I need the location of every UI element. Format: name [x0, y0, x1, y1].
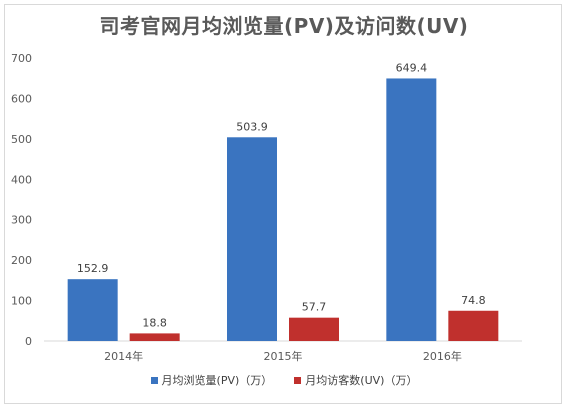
bars [67, 78, 499, 342]
y-tick-label: 700 [11, 52, 32, 65]
legend-item-uv: 月均访客数(UV)（万） [294, 372, 417, 388]
bar-pv [386, 78, 437, 342]
x-tick-label: 2016年 [423, 349, 462, 363]
y-tick-label: 400 [11, 173, 32, 186]
y-tick-label: 0 [25, 335, 32, 348]
legend: 月均浏览量(PV)（万） 月均访客数(UV)（万） [0, 372, 568, 388]
y-tick-label: 300 [11, 214, 32, 227]
x-tick-label: 2014年 [104, 349, 143, 363]
legend-label-uv: 月均访客数(UV)（万） [305, 374, 418, 387]
data-labels: 152.9 18.8 503.9 57.7 649.4 74.8 [77, 61, 486, 329]
bar-uv [448, 310, 499, 341]
y-tick-label: 200 [11, 254, 32, 267]
legend-swatch-pv [150, 376, 158, 384]
y-tick-label: 500 [11, 133, 32, 146]
legend-label-pv: 月均浏览量(PV)（万） [161, 374, 273, 387]
legend-item-pv: 月均浏览量(PV)（万） [150, 372, 273, 388]
bar-pv [227, 137, 277, 341]
y-tick-label: 100 [11, 295, 32, 308]
bar-uv [129, 333, 180, 341]
y-axis: 0 100 200 300 400 500 600 700 [11, 52, 32, 348]
data-label-uv: 18.8 [142, 316, 167, 329]
chart-title: 司考官网月均浏览量(PV)及访问数(UV) [99, 14, 469, 38]
legend-swatch-uv [294, 376, 302, 384]
x-axis: 2014年 2015年 2016年 [44, 340, 522, 363]
data-label-uv: 74.8 [461, 294, 486, 307]
data-label-uv: 57.7 [302, 301, 327, 314]
y-tick-label: 600 [11, 92, 32, 105]
data-label-pv: 649.4 [396, 61, 428, 74]
bar-uv [289, 317, 339, 341]
x-tick-label: 2015年 [264, 349, 303, 363]
bar-pv [67, 279, 118, 341]
data-label-pv: 503.9 [236, 120, 268, 133]
data-label-pv: 152.9 [77, 262, 109, 275]
